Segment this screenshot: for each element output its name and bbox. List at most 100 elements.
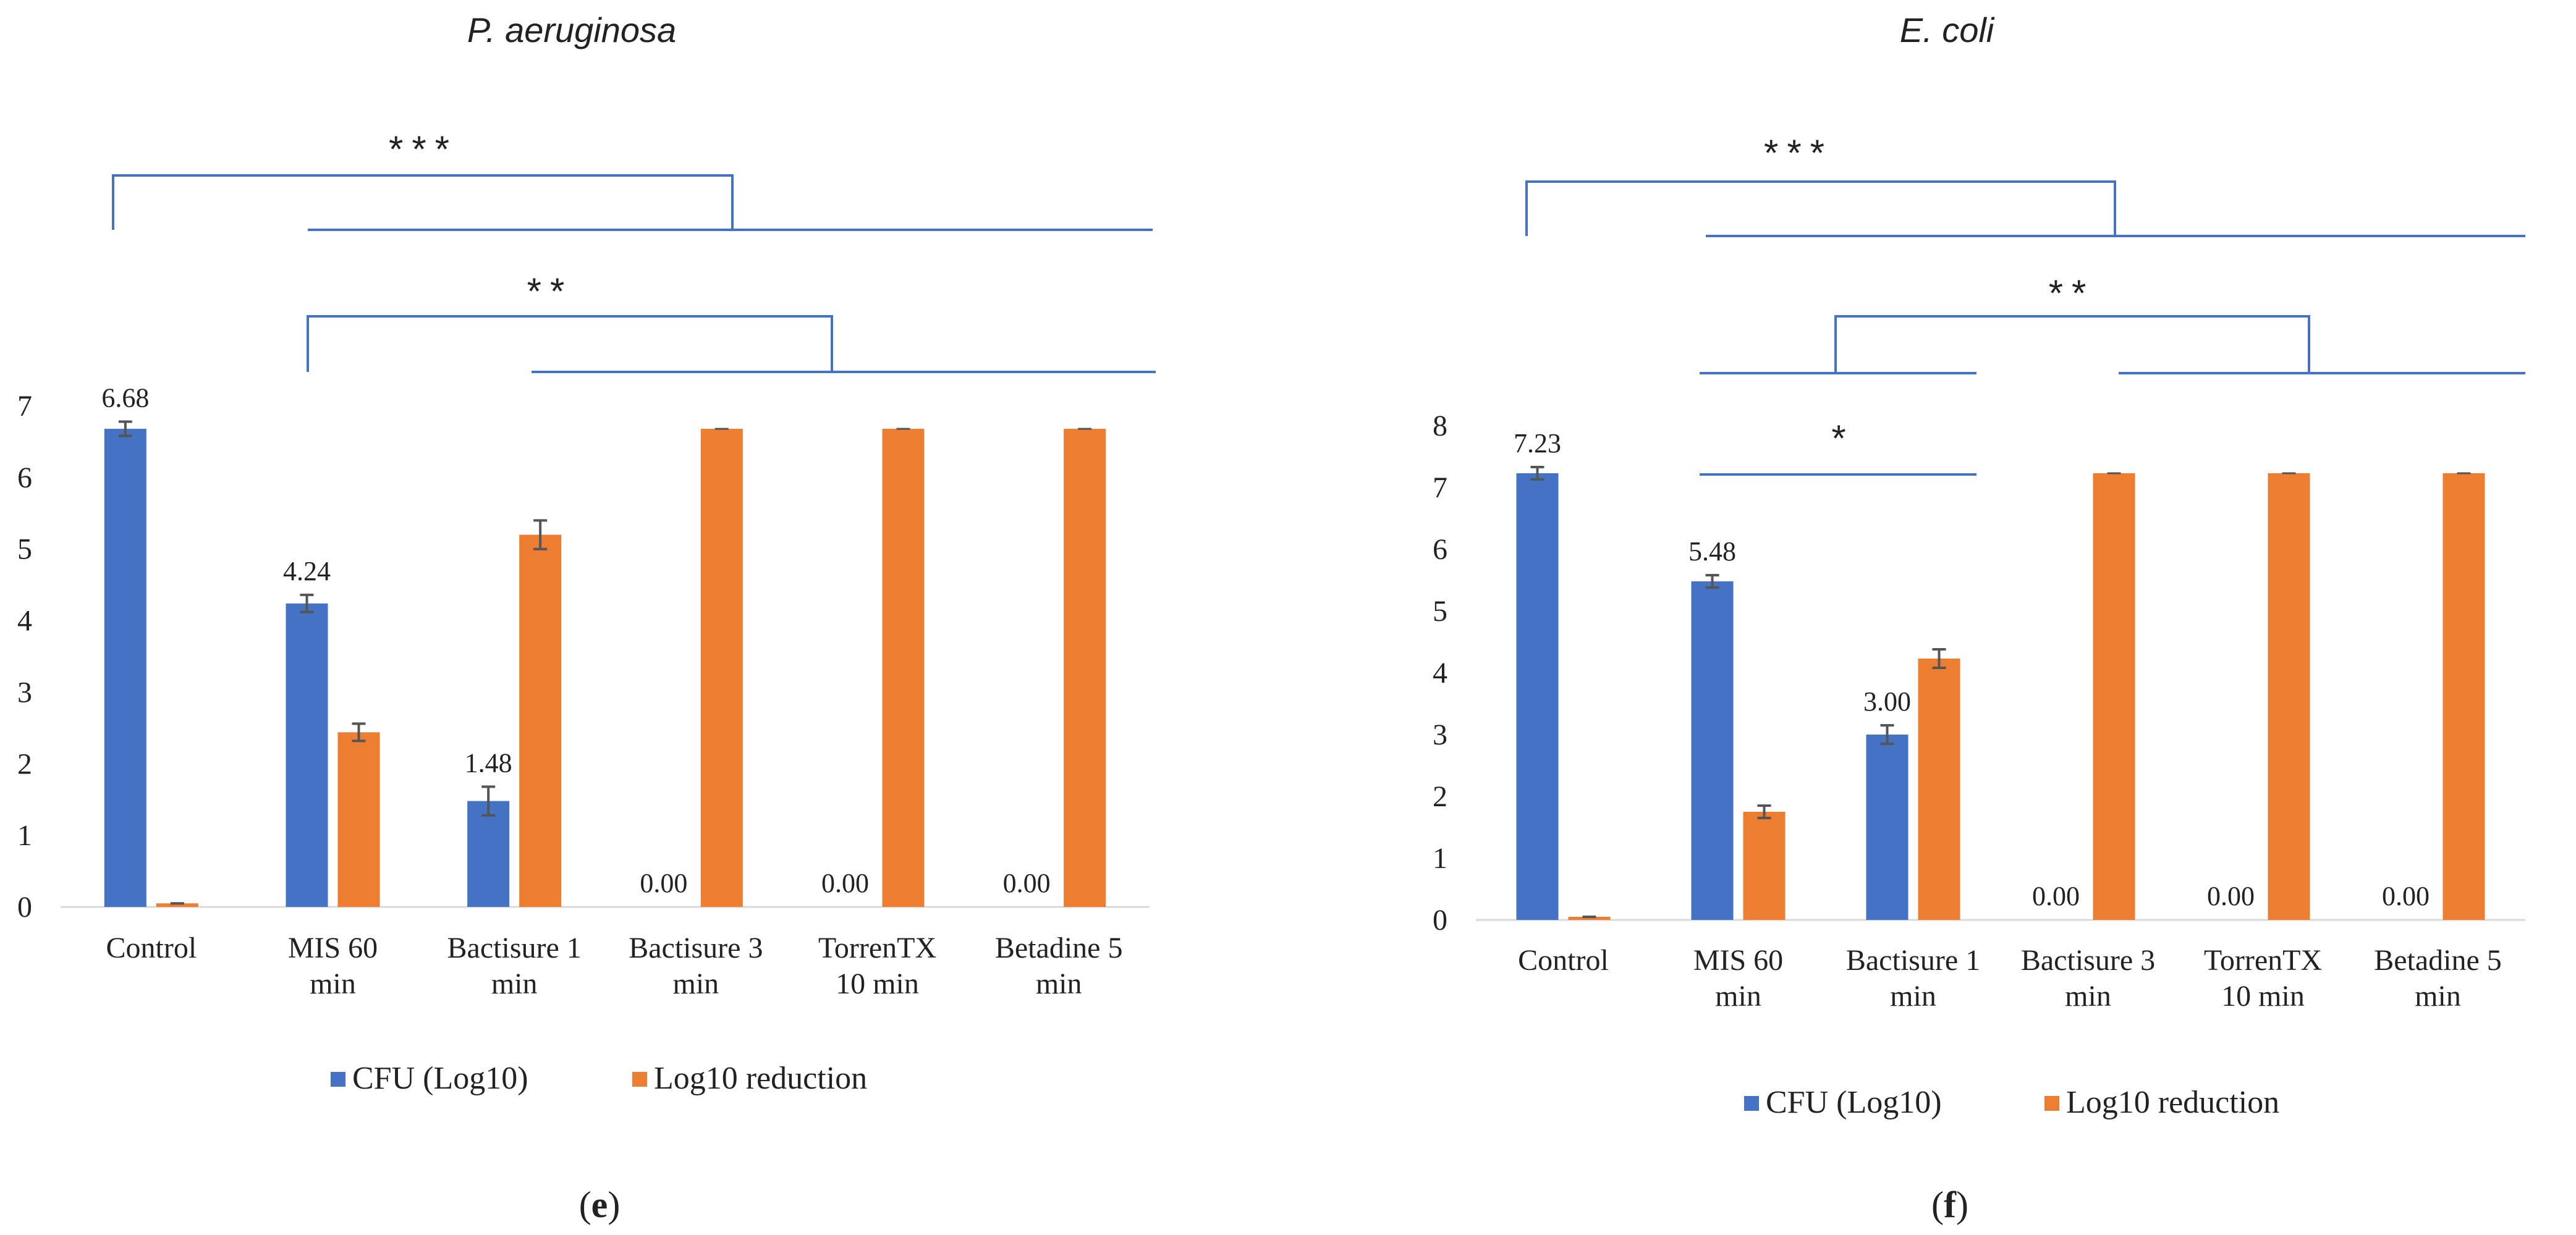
x-tick-label: Betadine 5 — [2374, 944, 2502, 977]
panel-e: P. aeruginosa *** ** 0 1 2 3 4 5 6 7 6.68 4.24 1.… — [17, 11, 1156, 1225]
significance-bracket — [112, 174, 734, 230]
significance-bracket — [307, 315, 833, 372]
bar-cfu — [467, 801, 510, 907]
x-tick-label: min — [1036, 967, 1082, 1000]
y-tick-label: 2 — [17, 748, 32, 780]
y-tick-label: 3 — [1433, 719, 1447, 751]
legend-swatch-cfu — [1744, 1096, 1759, 1111]
data-label: 4.24 — [283, 556, 331, 586]
x-tick-label: MIS 60 — [288, 932, 378, 964]
bar-cfu — [1691, 581, 1734, 920]
legend-label-cfu: CFU (Log10) — [352, 1061, 528, 1096]
legend-swatch-log-reduction — [2044, 1096, 2059, 1111]
significance-bracket — [1525, 180, 2116, 236]
x-tick-label: min — [2415, 980, 2461, 1013]
x-tick-label: Betadine 5 — [995, 932, 1123, 964]
bars — [1516, 466, 2485, 920]
bar-log-reduction — [2093, 473, 2135, 920]
bar-log-reduction — [1743, 812, 1786, 920]
legend-swatch-log-reduction — [632, 1072, 647, 1087]
y-tick-label: 5 — [1433, 595, 1447, 628]
data-label: 0.00 — [821, 868, 869, 898]
y-tick-label: 0 — [17, 891, 32, 924]
y-tick-label: 8 — [1433, 410, 1447, 442]
y-tick-label: 6 — [17, 462, 32, 494]
bar-log-reduction — [519, 534, 562, 907]
bar-cfu — [1516, 473, 1559, 920]
x-tick-label: min — [491, 967, 538, 1000]
data-label: 0.00 — [2032, 881, 2080, 911]
data-labels: 7.23 5.48 3.00 0.00 0.00 0.00 — [1514, 428, 2430, 911]
y-tick-label: 4 — [1433, 657, 1447, 689]
y-tick-label: 7 — [1433, 471, 1447, 504]
panel-f: E. coli *** ** * 0 1 2 3 4 5 6 7 8 7.23 5.48 3.00 0… — [1433, 11, 2525, 1225]
bar-cfu — [104, 429, 146, 907]
panel-label: (e) — [579, 1184, 621, 1225]
legend-swatch-cfu — [331, 1072, 345, 1087]
data-label: 0.00 — [1003, 868, 1051, 898]
y-tick-label: 6 — [1433, 533, 1447, 566]
chart-title: E. coli — [1900, 11, 1995, 49]
bar-cfu — [286, 603, 328, 907]
x-tick-label: Bactisure 3 — [2021, 944, 2155, 977]
x-tick-label: 10 min — [2221, 980, 2305, 1013]
data-label: 0.00 — [2207, 881, 2255, 911]
bar-log-reduction — [1568, 917, 1611, 920]
y-tick-label: 2 — [1433, 780, 1447, 813]
bars — [104, 420, 1106, 907]
y-tick-label: 3 — [17, 676, 32, 709]
x-tick-label: MIS 60 — [1693, 944, 1783, 977]
x-tick-label: TorrenTX — [2204, 944, 2322, 977]
bar-log-reduction — [700, 429, 743, 907]
y-axis-ticks: 0 1 2 3 4 5 6 7 8 — [1433, 410, 1447, 937]
y-tick-label: 1 — [17, 819, 32, 852]
significance-label: *** — [389, 129, 458, 170]
x-tick-label: 10 min — [836, 967, 919, 1000]
x-tick-label: min — [1890, 980, 1936, 1013]
bar-log-reduction — [2268, 473, 2310, 920]
y-tick-label: 1 — [1433, 842, 1447, 875]
legend: CFU (Log10) Log10 reduction — [331, 1061, 867, 1096]
significance-bracket — [1834, 315, 2310, 373]
x-tick-label: Control — [106, 932, 197, 964]
x-tick-label: min — [1715, 980, 1761, 1013]
chart-title: P. aeruginosa — [467, 11, 676, 49]
bar-log-reduction — [882, 429, 925, 907]
x-tick-label: Bactisure 1 — [1846, 944, 1980, 977]
x-tick-label: Control — [1518, 944, 1609, 977]
panel-label: (f) — [1931, 1184, 1968, 1225]
x-tick-label: TorrenTX — [818, 932, 936, 964]
data-label: 7.23 — [1514, 428, 1561, 458]
x-tick-label: min — [2065, 980, 2111, 1013]
data-label: 3.00 — [1863, 686, 1911, 717]
bar-cfu — [1866, 735, 1909, 920]
significance-label: * — [1831, 418, 1845, 459]
significance-label: ** — [2049, 272, 2095, 314]
data-label: 6.68 — [101, 382, 149, 413]
data-label: 0.00 — [640, 868, 687, 898]
legend-label-cfu: CFU (Log10) — [1766, 1085, 1942, 1120]
x-tick-label: min — [310, 967, 356, 1000]
legend-label-log-reduction: Log10 reduction — [654, 1061, 867, 1096]
data-labels: 6.68 4.24 1.48 0.00 0.00 0.00 — [101, 382, 1050, 898]
data-label: 1.48 — [465, 748, 512, 778]
x-tick-label: min — [672, 967, 719, 1000]
data-label: 0.00 — [2382, 881, 2430, 911]
bar-log-reduction — [1918, 659, 1960, 920]
legend: CFU (Log10) Log10 reduction — [1744, 1085, 2279, 1120]
y-tick-label: 5 — [17, 533, 32, 566]
bar-log-reduction — [1064, 429, 1106, 907]
y-tick-label: 0 — [1433, 904, 1447, 937]
x-tick-label: Bactisure 1 — [447, 932, 582, 964]
bar-log-reduction — [156, 903, 198, 907]
y-tick-label: 4 — [17, 605, 32, 638]
significance-label: ** — [527, 271, 574, 312]
y-tick-label: 7 — [17, 390, 32, 423]
significance-label: *** — [1764, 132, 1833, 174]
bar-log-reduction — [2443, 473, 2485, 920]
data-label: 5.48 — [1688, 536, 1736, 567]
y-axis-ticks: 0 1 2 3 4 5 6 7 — [17, 390, 32, 924]
